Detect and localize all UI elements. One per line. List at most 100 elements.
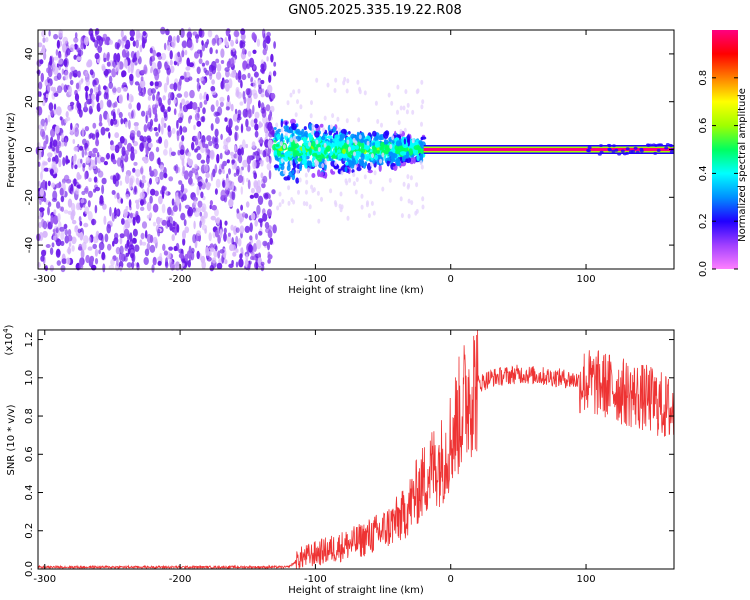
spectrogram-noise-cell bbox=[171, 234, 175, 242]
spectrogram-halo-cell bbox=[314, 161, 318, 167]
spectrogram-halo-cell bbox=[415, 208, 419, 214]
x-tick-label: 100 bbox=[576, 574, 595, 585]
spectrogram-noise-cell bbox=[256, 204, 261, 215]
spectrogram-noise-cell bbox=[175, 195, 181, 206]
spectrogram-halo-cell bbox=[369, 161, 373, 167]
spectrogram-noise-cell bbox=[152, 49, 157, 57]
spectrogram-noise-cell bbox=[81, 190, 86, 196]
spectrogram-noise-cell bbox=[224, 117, 228, 122]
spectrogram-noise-cell bbox=[252, 104, 255, 115]
spectrogram-noise-cell bbox=[253, 118, 258, 124]
spectrogram-noise-cell bbox=[163, 172, 168, 179]
spectrogram-noise-cell bbox=[215, 178, 221, 188]
spectrogram-noise-cell bbox=[201, 62, 205, 67]
spectrogram-noise-cell bbox=[267, 251, 271, 257]
spectrogram-noise-cell bbox=[119, 245, 124, 255]
spectrogram-noise-cell bbox=[84, 185, 89, 195]
spectrogram-noise-cell bbox=[158, 97, 163, 106]
spectrogram-noise-cell bbox=[131, 261, 135, 269]
spectrogram-noise-cell bbox=[39, 187, 45, 197]
spectrogram-noise-cell bbox=[128, 102, 133, 110]
spectrogram-noise-cell bbox=[223, 179, 230, 190]
spectrogram-noise-cell bbox=[269, 237, 274, 245]
spectrogram-noise-cell bbox=[163, 149, 168, 156]
spectrogram-noise-cell bbox=[209, 264, 215, 272]
carrier-speckle bbox=[664, 146, 669, 150]
spectrogram-noise-cell bbox=[160, 52, 167, 61]
spectrogram-noise-cell bbox=[199, 211, 203, 217]
carrier-speckle bbox=[607, 147, 612, 151]
spectrogram-noise-cell bbox=[94, 186, 101, 192]
spectrogram-halo-cell bbox=[334, 161, 338, 167]
spectrogram-noise-cell bbox=[36, 142, 41, 147]
spectrogram-noise-cell bbox=[94, 204, 98, 214]
spectrogram-noise-cell bbox=[53, 209, 57, 216]
spectrogram-noise-cell bbox=[90, 33, 94, 41]
spectrogram-noise-cell bbox=[212, 136, 216, 144]
spectrogram-noise-cell bbox=[63, 223, 68, 230]
spectrogram-noise-cell bbox=[169, 50, 173, 60]
spectrogram-noise-cell bbox=[108, 265, 115, 270]
spectrogram-noise-cell bbox=[181, 196, 184, 203]
spectrogram-noise-cell bbox=[135, 202, 140, 210]
spectrogram-noise-cell bbox=[40, 255, 45, 262]
spectrogram-noise-cell bbox=[130, 151, 135, 161]
spectrogram-noise-cell bbox=[39, 198, 42, 205]
spectrogram-noise-cell bbox=[266, 37, 271, 45]
carrier-speckle bbox=[669, 150, 674, 154]
spectrogram-noise-cell bbox=[94, 258, 99, 265]
spectrogram-noise-cell bbox=[195, 37, 199, 44]
spectrogram-noise-cell bbox=[198, 28, 203, 38]
spectrogram-noise-cell bbox=[199, 77, 204, 82]
spectrogram-noise-cell bbox=[38, 124, 43, 130]
spectrogram-noise-cell bbox=[233, 30, 240, 38]
spectrogram-signal-cell bbox=[392, 153, 398, 159]
spectrogram-noise-cell bbox=[169, 222, 173, 231]
spectrogram-signal-cell bbox=[290, 129, 294, 134]
spectrogram-noise-cell bbox=[143, 156, 149, 164]
spectrogram-noise-cell bbox=[193, 124, 196, 131]
spectrogram-noise-cell bbox=[71, 69, 75, 77]
spectrogram-noise-cell bbox=[124, 243, 130, 249]
spectrogram-noise-cell bbox=[75, 187, 80, 195]
spectrogram-noise-cell bbox=[214, 137, 218, 143]
spectrogram-noise-cell bbox=[209, 47, 213, 55]
snr-y-ticks: 0.0 0.2 0.4 0.6 0.8 1.0 1.2 bbox=[24, 332, 674, 577]
spectrogram-noise-cell bbox=[262, 48, 267, 56]
spectrogram-noise-cell bbox=[112, 159, 117, 165]
carrier-speckle bbox=[646, 143, 650, 147]
spectrogram-noise-cell bbox=[258, 230, 263, 236]
spectrogram-halo-cell bbox=[309, 113, 313, 119]
spectrogram-signal-cell bbox=[402, 141, 408, 149]
spectrogram-noise-cell bbox=[84, 206, 90, 215]
spectrogram-noise-cell bbox=[141, 175, 146, 180]
spectrogram-noise-cell bbox=[246, 177, 249, 183]
spectrogram-noise-cell bbox=[37, 106, 43, 116]
spectrogram-noise-cell bbox=[186, 103, 193, 110]
spectrogram-noise-cell bbox=[86, 61, 92, 68]
spectrogram-noise-cell bbox=[47, 206, 50, 216]
spectrogram-noise-cell bbox=[245, 143, 249, 149]
carrier-speckle bbox=[599, 150, 604, 154]
spectrogram-noise-cell bbox=[63, 174, 70, 182]
spectrogram-halo-cell bbox=[298, 177, 302, 183]
spectrogram-halo-cell bbox=[320, 196, 323, 202]
spectrogram-noise-cell bbox=[178, 248, 184, 254]
spectrogram-halo-cell bbox=[358, 89, 362, 95]
spectrogram-noise-cell bbox=[188, 170, 193, 178]
spectrogram-noise-cell bbox=[240, 28, 246, 35]
spectrogram-noise-cell bbox=[201, 40, 204, 46]
carrier-speckle bbox=[656, 149, 661, 152]
spectrogram-noise-cell bbox=[102, 263, 106, 273]
carrier-speckle bbox=[625, 151, 630, 155]
spectrogram-noise-cell bbox=[264, 221, 270, 229]
spectrogram-signal-cell bbox=[297, 157, 302, 162]
spectrogram-noise-cell bbox=[241, 139, 246, 150]
spectrogram-noise-cell bbox=[269, 155, 272, 164]
colorbar-ticks: 0.0 0.2 0.4 0.6 0.8 bbox=[698, 70, 738, 277]
spectrogram-halo-cell bbox=[326, 82, 330, 88]
spectrogram-noise-cell bbox=[148, 142, 153, 148]
spectrogram-noise-cell bbox=[61, 258, 67, 265]
spectrogram-noise-cell bbox=[227, 232, 231, 237]
spectrogram-signal-cell bbox=[372, 130, 377, 137]
